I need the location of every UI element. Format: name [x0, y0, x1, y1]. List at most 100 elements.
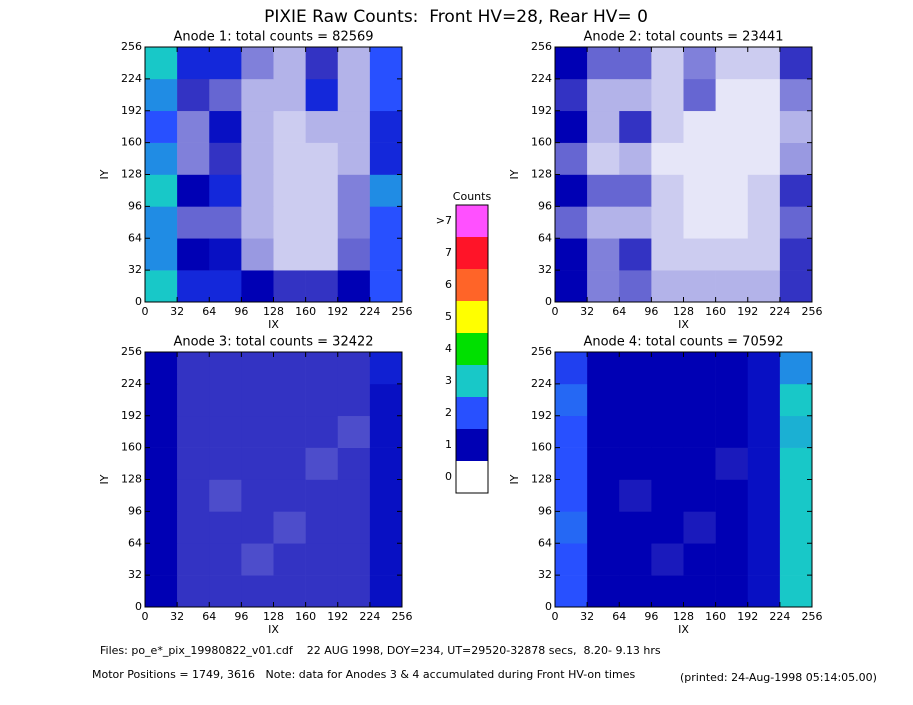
y-tick-label: 32 — [538, 263, 552, 276]
heat-cell — [779, 47, 813, 80]
heat-cell — [587, 110, 620, 143]
heat-cell — [747, 142, 781, 175]
heat-cell — [241, 511, 274, 544]
heat-cell — [715, 447, 749, 480]
heat-cell — [555, 142, 588, 175]
heat-cell — [715, 511, 749, 544]
colorbar-swatch — [456, 429, 488, 461]
heat-cell — [273, 415, 306, 448]
heat-cell — [747, 352, 781, 385]
colorbar-label: 0 — [445, 470, 452, 483]
heat-cell — [337, 511, 371, 544]
heat-cell — [369, 270, 403, 303]
heat-cell — [369, 383, 403, 417]
page-title: PIXIE Raw Counts: Front HV=28, Rear HV= … — [264, 7, 648, 27]
colorbar-swatch — [456, 237, 488, 269]
heat-cell — [587, 142, 620, 175]
y-tick-label: 64 — [538, 536, 552, 549]
y-tick-label: 160 — [531, 136, 552, 149]
heat-cell — [587, 174, 620, 207]
x-tick-label: 96 — [234, 610, 248, 623]
heat-cell — [337, 479, 371, 512]
heat-cell — [145, 110, 178, 143]
heat-cell — [555, 352, 588, 385]
heat-cell — [209, 47, 242, 80]
x-tick-label: 160 — [295, 610, 316, 623]
y-tick-label: 32 — [128, 568, 142, 581]
heat-cell — [683, 415, 716, 448]
heat-cell — [619, 270, 652, 303]
heat-cell — [587, 575, 620, 608]
colorbar-swatch — [456, 397, 488, 429]
heat-cell — [337, 447, 371, 480]
heat-cell — [619, 543, 652, 576]
x-tick-label: 64 — [612, 305, 626, 318]
x-tick-label: 224 — [359, 610, 380, 623]
heat-cell — [651, 110, 684, 143]
heat-cell — [651, 543, 684, 576]
heat-cell — [209, 383, 242, 417]
heat-cell — [555, 206, 588, 239]
heat-cell — [177, 415, 210, 448]
heat-cell — [619, 238, 652, 271]
heat-cell — [779, 511, 813, 544]
heat-cell — [209, 479, 242, 512]
y-tick-label: 256 — [121, 40, 142, 53]
x-tick-label: 96 — [644, 305, 658, 318]
heat-cell — [145, 415, 178, 448]
heat-cell — [619, 383, 652, 417]
y-tick-label: 192 — [531, 409, 552, 422]
heat-cell — [587, 206, 620, 239]
heat-cell — [715, 238, 749, 271]
heat-cell — [651, 383, 684, 417]
heat-cell — [587, 270, 620, 303]
heat-cell — [779, 447, 813, 480]
heat-cell — [715, 47, 749, 80]
y-tick-label: 256 — [531, 40, 552, 53]
heat-cell — [747, 47, 781, 80]
heat-cell — [177, 174, 210, 207]
heat-cell — [337, 47, 371, 80]
x-tick-label: 32 — [170, 610, 184, 623]
heat-cell — [337, 206, 371, 239]
y-tick-label: 192 — [121, 104, 142, 117]
heat-cell — [241, 415, 274, 448]
heat-cell — [305, 352, 339, 385]
heat-cell — [145, 270, 178, 303]
heat-cell — [587, 238, 620, 271]
x-tick-label: 96 — [234, 305, 248, 318]
heat-cell — [209, 110, 242, 143]
heat-cell — [241, 174, 274, 207]
heat-cell — [715, 174, 749, 207]
heat-cell — [555, 543, 588, 576]
heat-cell — [241, 142, 274, 175]
colorbar-label: 7 — [445, 246, 452, 259]
heat-cell — [619, 78, 652, 112]
heat-cell — [273, 238, 306, 271]
heat-cell — [651, 238, 684, 271]
heat-cell — [587, 511, 620, 544]
y-tick-label: 0 — [545, 600, 552, 613]
x-tick-label: 224 — [769, 305, 790, 318]
heat-cell — [651, 575, 684, 608]
y-tick-label: 224 — [121, 377, 142, 390]
heat-cell — [369, 47, 403, 80]
x-tick-label: 0 — [552, 610, 559, 623]
heat-cell — [587, 78, 620, 112]
heat-cell — [273, 110, 306, 143]
heat-cell — [555, 238, 588, 271]
heat-cell — [209, 447, 242, 480]
heat-cell — [651, 352, 684, 385]
x-tick-label: 192 — [327, 305, 348, 318]
heat-cell — [651, 78, 684, 112]
heat-cell — [145, 47, 178, 80]
heat-cell — [273, 206, 306, 239]
panel-title: Anode 3: total counts = 32422 — [173, 335, 373, 350]
heat-cell — [683, 575, 716, 608]
heat-cell — [555, 415, 588, 448]
heat-cell — [369, 238, 403, 271]
heat-cell — [747, 78, 781, 112]
x-tick-label: 224 — [359, 305, 380, 318]
heat-cell — [555, 575, 588, 608]
x-tick-label: 192 — [327, 610, 348, 623]
